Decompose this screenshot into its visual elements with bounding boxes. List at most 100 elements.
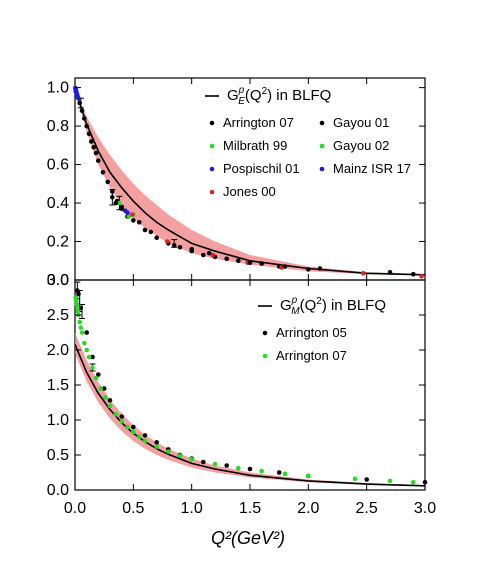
data-point-arrington-07 — [93, 375, 99, 381]
data-point-arrington-07 — [79, 108, 85, 113]
data-point-gayou-01 — [206, 250, 212, 256]
data-point-arrington-05 — [96, 372, 101, 377]
data-point-arrington-07 — [73, 298, 79, 304]
ge-legend-title: Gp E(Q2) in BLFQ — [227, 85, 331, 107]
y-tick-label: 0.6 — [47, 157, 69, 174]
y-tick-label: 0.0 — [47, 272, 69, 289]
data-point-arrington-07 — [236, 466, 241, 471]
legend-marker — [209, 120, 215, 126]
data-point-jones-00 — [210, 252, 215, 258]
data-point-arrington-07 — [259, 468, 265, 474]
y-tick-label: 2.0 — [47, 342, 69, 359]
data-point-gayou-01 — [171, 243, 177, 248]
data-point-gayou-01 — [247, 260, 253, 266]
x-tick-label: 1.0 — [181, 500, 203, 517]
x-tick-label: 0.0 — [64, 500, 86, 517]
data-point-arrington-05 — [75, 288, 80, 293]
legend-entry: Gayou 02 — [333, 138, 389, 153]
x-tick-label: 3.0 — [414, 500, 436, 517]
data-point-gayou-02 — [126, 214, 131, 219]
legend-marker — [319, 143, 325, 149]
data-point-arrington-07 — [90, 365, 95, 370]
data-point-arrington-07 — [136, 434, 142, 440]
data-point-gayou-01 — [387, 270, 393, 275]
data-point-arrington-05 — [154, 440, 159, 445]
x-tick-label: 1.5 — [239, 500, 261, 517]
data-point-mainz-isr-17 — [76, 95, 81, 101]
data-point-arrington-07 — [282, 471, 288, 477]
data-point-arrington-05 — [76, 291, 81, 297]
data-point-arrington-07 — [75, 305, 80, 311]
legend-marker — [209, 143, 215, 149]
data-point-arrington-05 — [364, 477, 370, 482]
gm-blfq-curve — [74, 344, 426, 487]
data-point-gayou-01 — [148, 229, 154, 235]
data-point-arrington-05 — [224, 463, 229, 468]
data-point-arrington-05 — [78, 305, 84, 311]
data-point-arrington-05 — [201, 459, 206, 465]
gm-legend-title: Gp M(Q2) in BLFQ — [280, 295, 386, 317]
data-point-arrington-07 — [177, 245, 183, 250]
data-point-arrington-07 — [352, 476, 358, 482]
data-point-jones-00 — [360, 271, 366, 276]
data-point-gayou-01 — [224, 256, 229, 262]
data-point-gayou-01 — [136, 220, 142, 225]
data-point-arrington-07 — [75, 309, 81, 314]
data-point-arrington-07 — [154, 444, 159, 449]
data-point-arrington-07 — [91, 145, 96, 150]
data-point-arrington-07 — [131, 429, 136, 435]
data-point-arrington-05 — [101, 386, 107, 391]
data-point-arrington-05 — [90, 354, 95, 360]
data-point-arrington-07 — [96, 158, 101, 163]
data-point-milbrath-99 — [117, 200, 122, 206]
data-point-arrington-07 — [201, 252, 206, 258]
data-point-arrington-07 — [189, 456, 194, 462]
data-point-arrington-05 — [84, 330, 89, 335]
legend-marker — [209, 166, 215, 172]
x-tick-labels: 0.0 0.5 1.0 1.5 2.0 2.5 3.0 — [64, 500, 436, 517]
data-point-arrington-05 — [422, 480, 428, 485]
y-tick-label: 3.0 — [47, 272, 69, 289]
data-point-arrington-07 — [84, 123, 89, 129]
legend-entry: Arrington 05 — [276, 325, 347, 340]
data-point-jones-00 — [164, 239, 170, 244]
legend-entry: Jones 00 — [223, 184, 276, 199]
gm-uncertainty-band — [75, 332, 425, 487]
data-point-jones-00 — [129, 212, 135, 217]
data-point-arrington-05 — [131, 424, 136, 430]
legend-marker — [262, 353, 268, 359]
data-point-arrington-05 — [119, 414, 124, 419]
legend-entry: Pospischil 01 — [223, 161, 300, 176]
data-point-arrington-05 — [247, 466, 253, 472]
data-point-mainz-isr-17 — [125, 210, 130, 215]
data-point-arrington-07 — [236, 258, 241, 264]
y-tick-label: 0.0 — [47, 482, 69, 499]
data-point-arrington-05 — [276, 470, 282, 475]
y-tick-label: 0.5 — [47, 447, 69, 464]
data-point-arrington-07 — [125, 424, 130, 430]
data-point-arrington-07 — [306, 267, 311, 272]
x-tick-label: 0.5 — [122, 500, 144, 517]
data-point-arrington-07 — [103, 395, 108, 400]
y-tick-label: 2.5 — [47, 307, 69, 324]
data-point-arrington-07 — [212, 461, 218, 467]
data-point-arrington-07 — [306, 473, 311, 479]
data-point-gayou-01 — [189, 246, 194, 252]
data-point-arrington-07 — [79, 330, 85, 335]
data-point-arrington-07 — [89, 139, 94, 144]
data-point-arrington-07 — [74, 302, 80, 307]
data-point-gayou-01 — [282, 264, 288, 269]
data-point-arrington-07 — [411, 480, 416, 485]
legend-entry: Arrington 07 — [276, 348, 347, 363]
data-point-arrington-07 — [77, 319, 82, 325]
legend-marker — [262, 330, 268, 336]
data-point-arrington-07 — [93, 150, 99, 156]
data-point-gayou-01 — [317, 266, 323, 271]
gm-panel: 0.0 0.5 1.0 1.5 2.0 2.5 3.0 Gp M(Q2) in BLFQ Arri… — [47, 272, 428, 499]
data-point-arrington-07 — [86, 131, 92, 137]
data-point-arrington-07 — [78, 325, 84, 330]
data-point-arrington-07 — [259, 261, 265, 266]
data-point-arrington-07 — [154, 235, 159, 240]
legend-marker — [319, 120, 325, 126]
